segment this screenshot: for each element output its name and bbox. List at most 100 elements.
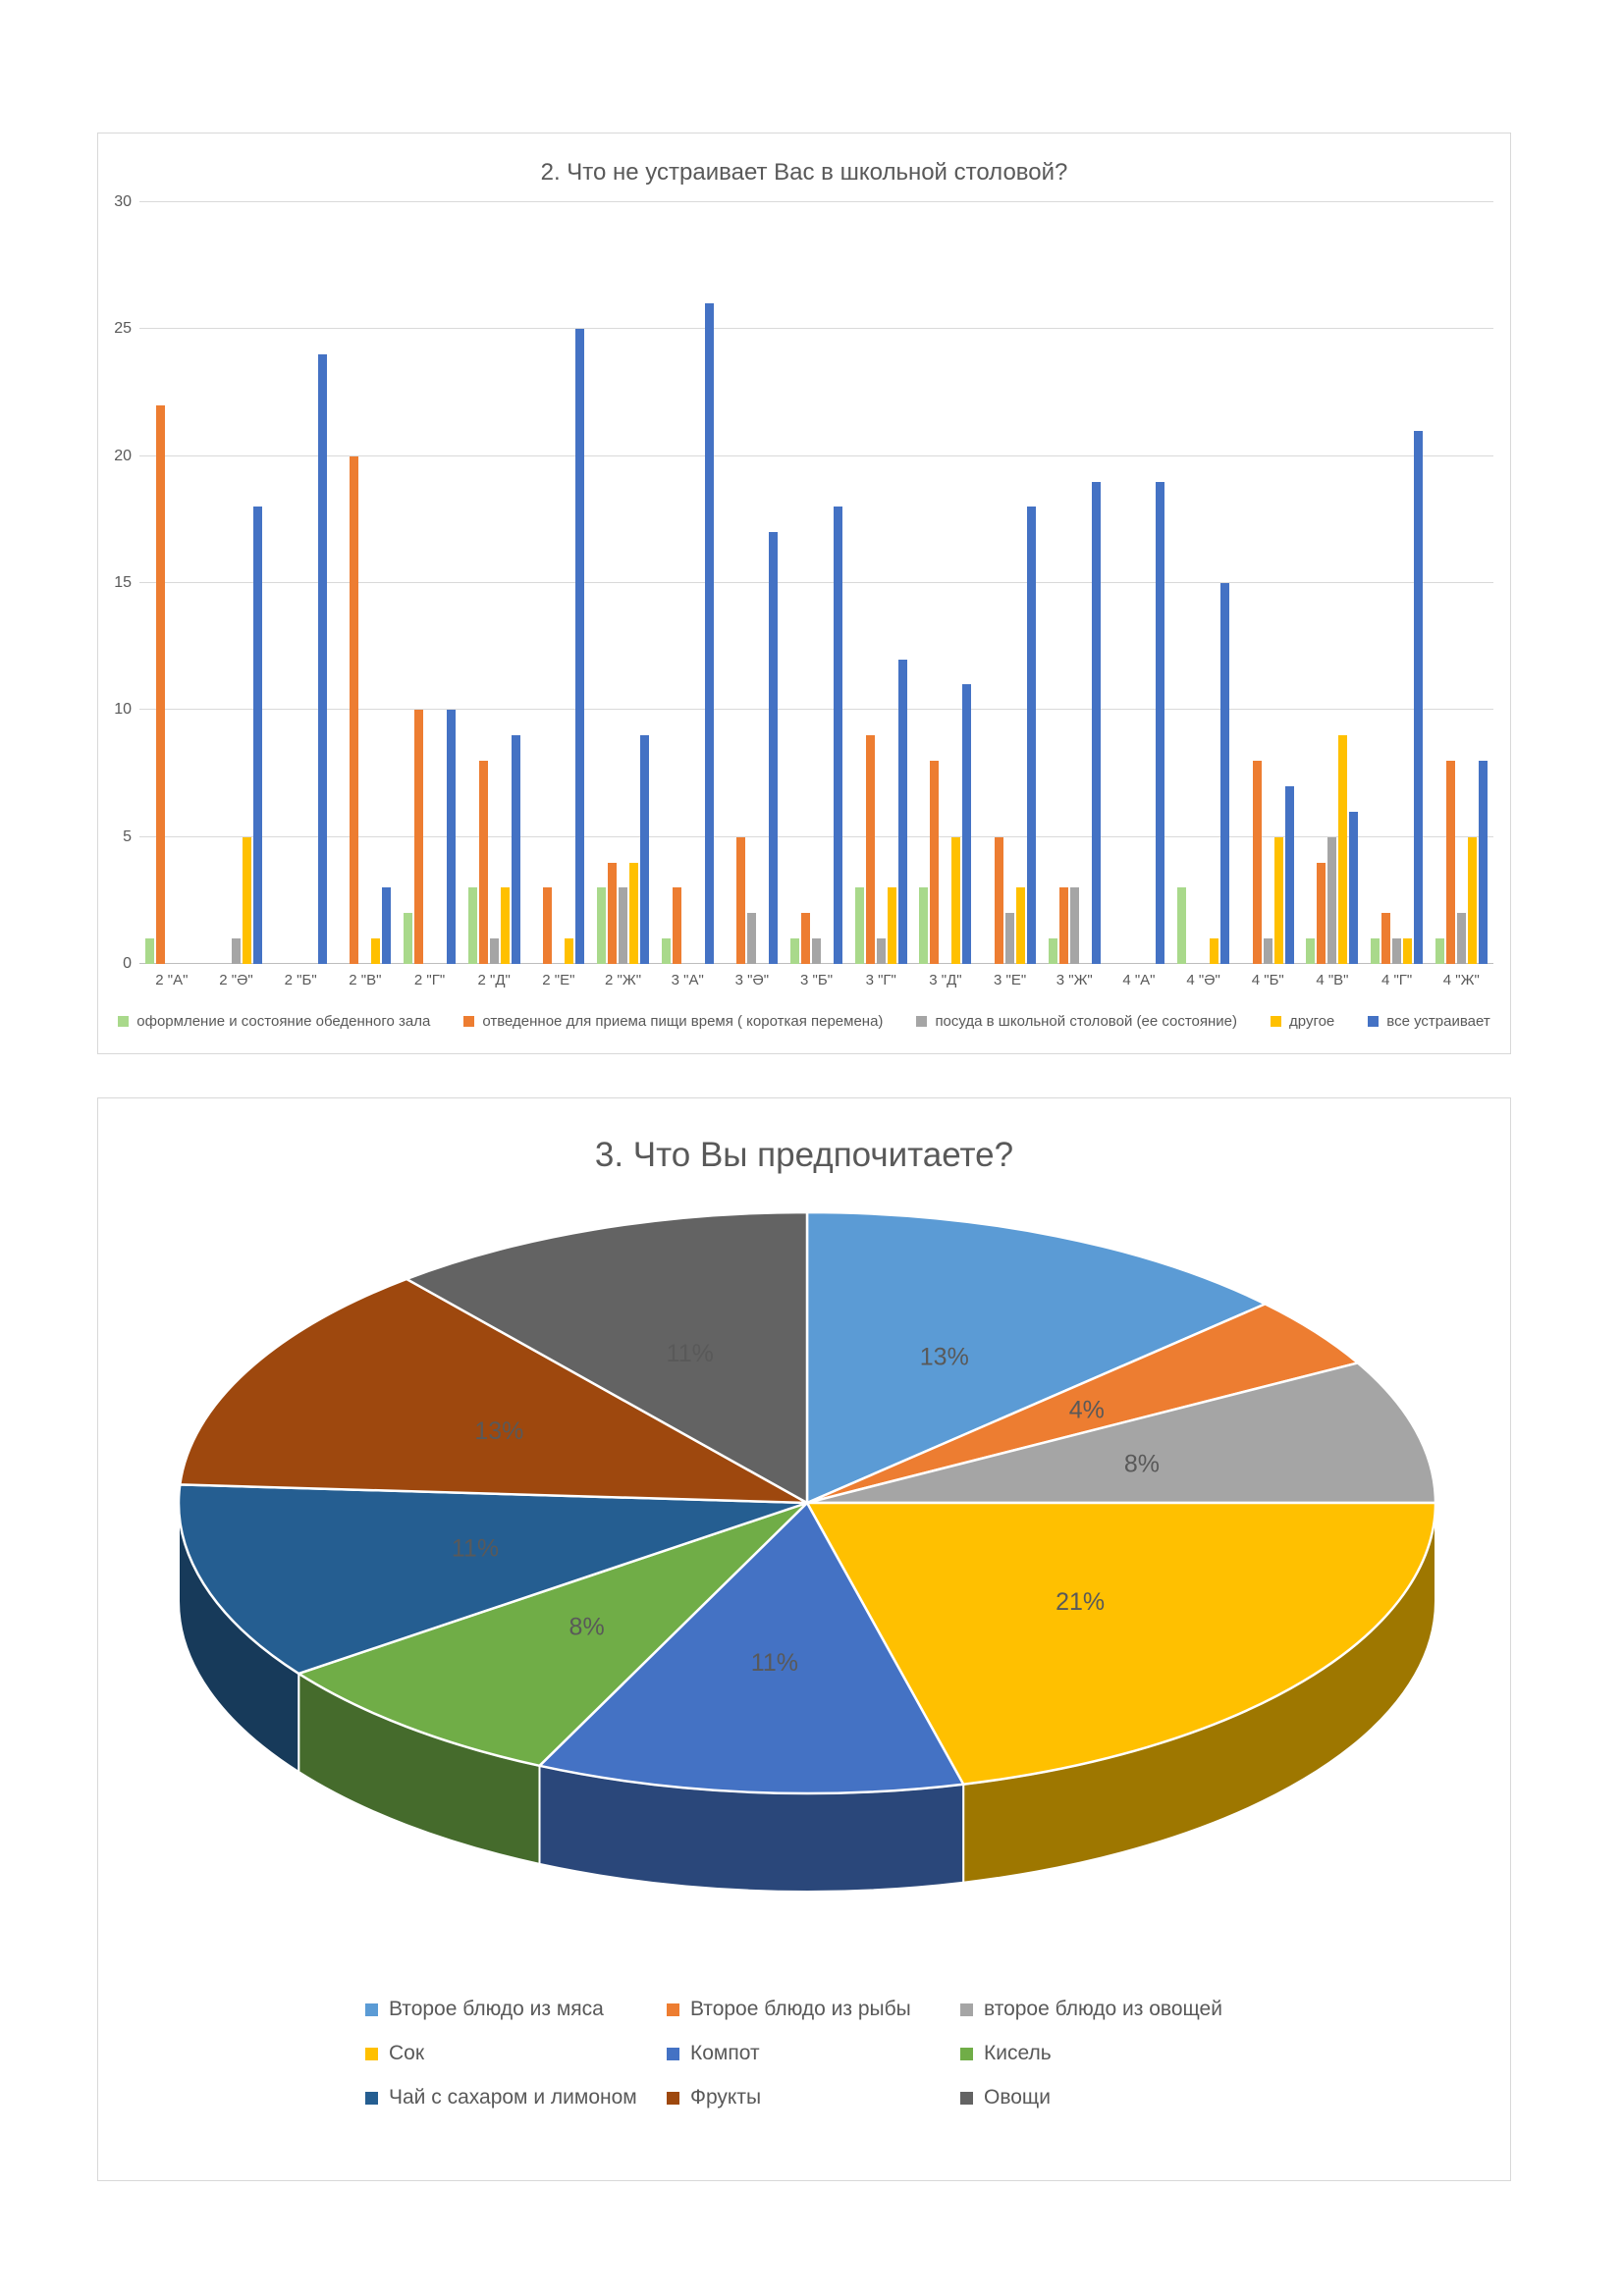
legend-swatch: [667, 2047, 679, 2060]
x-category-label: 2 "Ж": [605, 972, 642, 988]
bar: [919, 887, 929, 964]
legend-swatch: [960, 2091, 973, 2105]
bar-group: [913, 202, 978, 964]
legend-item: Второе блюдо из мяса: [365, 1998, 604, 2021]
pie-slice: [177, 1483, 809, 1676]
legend-label: Фрукты: [690, 2086, 762, 2109]
x-category-label: 3 "Ә": [734, 972, 770, 988]
bar: [1058, 887, 1068, 964]
pie-slice: [538, 1501, 965, 1795]
x-category-label: 4 "Ә": [1186, 972, 1220, 988]
legend-label: другое: [1289, 1013, 1335, 1030]
gridline: [139, 582, 1493, 583]
legend-swatch: [960, 2002, 973, 2016]
bar: [350, 455, 359, 964]
x-category-label: 2 "А": [155, 972, 189, 988]
bar-group: [398, 202, 462, 964]
x-category-label: 2 "Б": [284, 972, 317, 988]
bar: [597, 887, 607, 964]
pie-slice-percent-label: 8%: [569, 1613, 605, 1640]
legend-label: Второе блюдо из мяса: [389, 1998, 604, 2020]
bar: [1456, 913, 1466, 964]
bar: [876, 938, 886, 964]
y-tick-label: 0: [123, 955, 132, 972]
pie-slice-percent-label: 11%: [452, 1534, 499, 1562]
bar: [1005, 913, 1015, 964]
bar: [930, 761, 940, 964]
bar: [962, 684, 972, 964]
legend-label: Чай с сахаром и лимоном: [389, 2086, 637, 2109]
legend-label: Кисель: [984, 2042, 1052, 2064]
pie-slice: [405, 1210, 809, 1505]
bar: [543, 887, 553, 964]
bar: [995, 836, 1004, 964]
bar-group: [1042, 202, 1107, 964]
bar: [672, 887, 681, 964]
bar: [317, 354, 327, 964]
bar: [661, 938, 671, 964]
y-tick-label: 30: [114, 193, 132, 210]
legend-label: второе блюдо из овощей: [984, 1998, 1222, 2020]
legend-swatch: [667, 2091, 679, 2105]
legend-item: оформление и состояние обеденного зала: [118, 1013, 430, 1030]
bar-group: [1107, 202, 1171, 964]
bar: [747, 913, 757, 964]
legend-item: Овощи: [960, 2086, 1051, 2109]
bar: [1327, 836, 1337, 964]
x-category-label: 3 "Е": [993, 972, 1027, 988]
bar-group: [139, 202, 204, 964]
bar-chart-plot-area: [139, 201, 1493, 964]
bar-group: [1171, 202, 1236, 964]
legend-item: Компот: [667, 2042, 760, 2065]
legend-label: Овощи: [984, 2086, 1051, 2109]
bar: [640, 735, 650, 964]
bar: [1220, 583, 1230, 964]
legend-item: другое: [1271, 1013, 1334, 1030]
legend-item: посуда в школьной столовой (ее состояние…: [916, 1013, 1237, 1030]
legend-label: посуда в школьной столовой (ее состояние…: [935, 1013, 1238, 1030]
bar: [608, 862, 618, 964]
bar: [478, 761, 488, 964]
bar-group: [785, 202, 849, 964]
bar: [1392, 938, 1402, 964]
bar: [1263, 938, 1272, 964]
bar: [1273, 836, 1283, 964]
legend-item: Кисель: [960, 2042, 1052, 2065]
legend-label: отведенное для приема пищи время ( корот…: [482, 1013, 884, 1030]
bar: [865, 735, 875, 964]
bar: [489, 938, 499, 964]
bar-group: [1300, 202, 1365, 964]
x-category-label: 4 "В": [1316, 972, 1349, 988]
bar: [1349, 811, 1359, 964]
gridline: [139, 328, 1493, 330]
x-category-label: 2 "Е": [542, 972, 575, 988]
y-tick-label: 25: [114, 320, 132, 338]
bar-group: [655, 202, 720, 964]
x-category-label: 4 "Ж": [1442, 972, 1480, 988]
bar: [1177, 887, 1187, 964]
bar: [887, 887, 896, 964]
legend-swatch: [960, 2047, 973, 2060]
bar: [704, 303, 714, 964]
bar: [156, 404, 166, 964]
x-category-label: 3 "Ж": [1056, 972, 1093, 988]
bar: [1381, 913, 1391, 964]
bar-group: [461, 202, 526, 964]
bar-group: [204, 202, 269, 964]
pie-chart: 3. Что Вы предпочитаете? 13% 4% 8% 21% 11% 8%…: [97, 1097, 1511, 2181]
y-tick-label: 15: [114, 574, 132, 591]
y-tick-label: 20: [114, 447, 132, 464]
legend-item: Чай с сахаром и лимоном: [365, 2086, 637, 2109]
bar: [801, 913, 811, 964]
bar: [1317, 862, 1326, 964]
bar-group: [526, 202, 591, 964]
legend-label: Компот: [690, 2042, 760, 2064]
bar: [500, 887, 510, 964]
bar-chart: 2. Что не устраивает Вас в школьной стол…: [97, 133, 1511, 1054]
bar: [565, 938, 574, 964]
bar: [1414, 430, 1424, 964]
pie-slice-percent-label: 11%: [751, 1649, 798, 1677]
legend-swatch: [916, 1016, 928, 1027]
legend-item: второе блюдо из овощей: [960, 1998, 1222, 2021]
